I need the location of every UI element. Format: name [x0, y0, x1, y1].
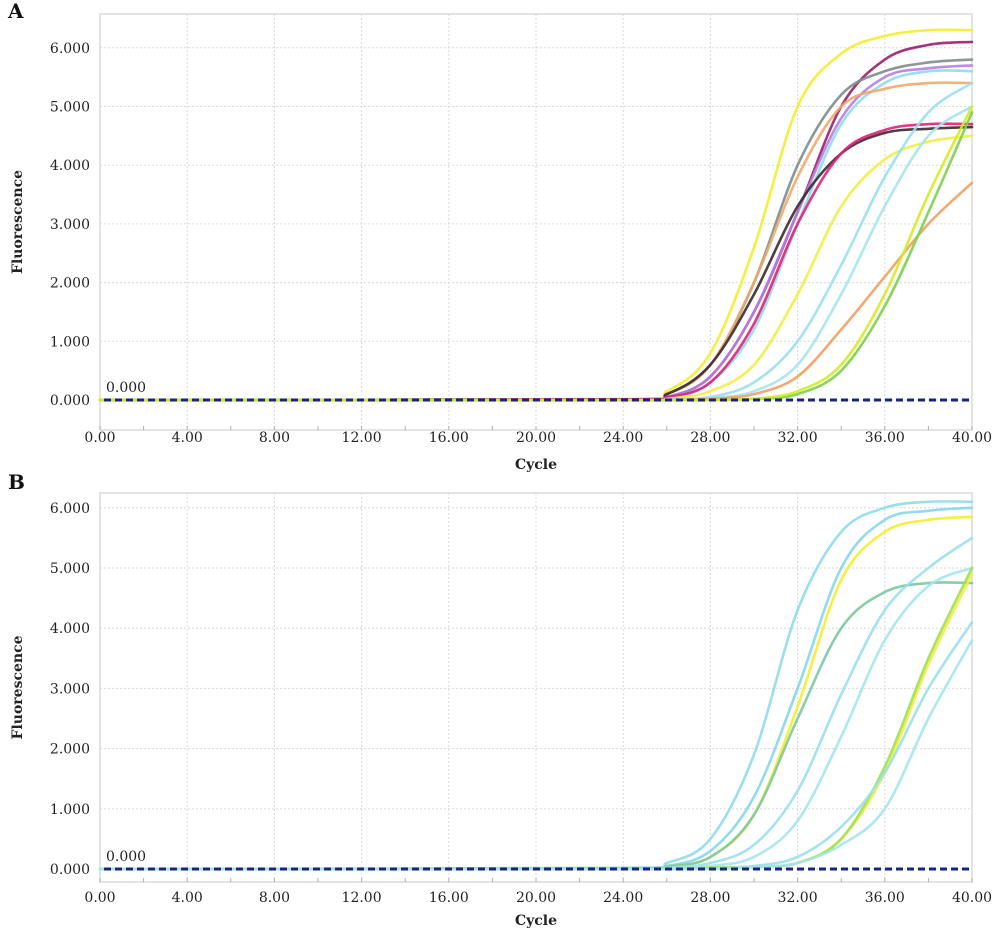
- y-tick-label: 5.000: [50, 100, 90, 116]
- x-tick-label: 8.00: [259, 430, 290, 446]
- y-tick-label: 2.000: [50, 276, 90, 292]
- x-tick-label: 28.00: [690, 890, 730, 906]
- y-tick-label: 6.000: [50, 501, 90, 517]
- x-tick-label: 32.00: [778, 890, 818, 906]
- y-tick-label: 1.000: [50, 802, 90, 818]
- x-tick-label: 28.00: [690, 430, 730, 446]
- y-tick-label: 4.000: [50, 158, 90, 174]
- y-tick-label: 2.000: [50, 742, 90, 758]
- threshold-label: 0.000: [106, 380, 146, 396]
- x-tick-label: 16.00: [429, 430, 469, 446]
- x-tick-label: 4.00: [172, 430, 203, 446]
- y-tick-label: 4.000: [50, 621, 90, 637]
- y-tick-label: 0.000: [50, 862, 90, 878]
- plot-area: [99, 492, 973, 883]
- y-axis-label: Fluorescence: [10, 635, 26, 739]
- y-tick-label: 0.000: [50, 393, 90, 409]
- x-axis-label: Cycle: [515, 457, 557, 473]
- y-tick-label: 3.000: [50, 217, 90, 233]
- x-tick-label: 24.00: [603, 430, 643, 446]
- x-tick-label: 16.00: [429, 890, 469, 906]
- y-tick-label: 1.000: [50, 334, 90, 350]
- chart-panel-b: B 0.00 4.00 8.00 12.00 16.00 20.00 24.00 28.00 32…: [8, 470, 992, 929]
- x-tick-label: 12.00: [342, 890, 382, 906]
- panel-label: B: [8, 470, 25, 494]
- x-tick-label: 0.00: [84, 430, 115, 446]
- y-tick-label: 3.000: [50, 681, 90, 697]
- x-axis-label: Cycle: [515, 913, 557, 929]
- chart-panel-a: A 0.00 4.00 8.00 12.00 16.00 20.00 24.00 28.00 32…: [7, 0, 992, 473]
- x-tick-label: 32.00: [778, 430, 818, 446]
- y-tick-label: 6.000: [50, 41, 90, 57]
- y-axis-label: Fluorescence: [10, 170, 26, 274]
- x-tick-label: 36.00: [865, 890, 905, 906]
- panel-label: A: [7, 0, 24, 23]
- x-tick-label: 0.00: [84, 890, 115, 906]
- threshold-label: 0.000: [106, 849, 146, 865]
- x-tick-label: 8.00: [259, 890, 290, 906]
- y-tick-label: 5.000: [50, 561, 90, 577]
- x-tick-label: 20.00: [516, 430, 556, 446]
- x-tick-label: 40.00: [952, 430, 992, 446]
- x-tick-label: 4.00: [172, 890, 203, 906]
- x-tick-label: 40.00: [952, 890, 992, 906]
- x-tick-label: 12.00: [342, 430, 382, 446]
- x-tick-label: 36.00: [865, 430, 905, 446]
- x-tick-label: 20.00: [516, 890, 556, 906]
- x-tick-label: 24.00: [603, 890, 643, 906]
